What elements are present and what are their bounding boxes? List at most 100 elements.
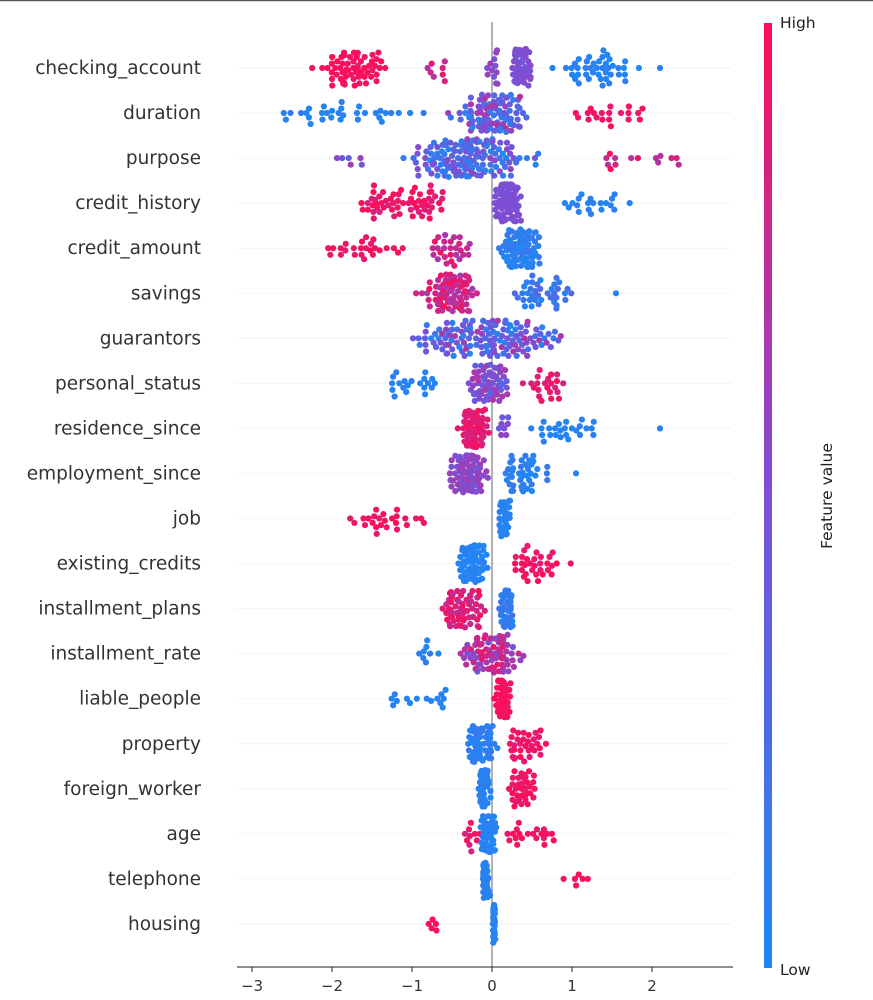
data-point (428, 384, 435, 391)
data-point (634, 155, 642, 162)
data-point (503, 112, 510, 119)
data-point (597, 75, 604, 83)
data-point (504, 661, 511, 668)
data-point (553, 378, 561, 385)
data-point (560, 875, 567, 883)
data-point (485, 780, 492, 787)
data-point (675, 161, 682, 168)
x-tick-label: −3 (241, 977, 263, 995)
data-point (510, 348, 517, 355)
data-point (468, 329, 475, 337)
data-point (561, 200, 569, 207)
data-point (389, 206, 396, 213)
data-point (330, 245, 337, 252)
data-point (467, 325, 474, 332)
data-point (514, 841, 521, 848)
data-point (528, 481, 535, 488)
data-point (535, 242, 542, 250)
data-point (508, 228, 515, 235)
data-point (498, 344, 505, 351)
data-point (534, 281, 541, 288)
data-point (621, 71, 629, 78)
data-point (518, 835, 526, 842)
data-point (429, 245, 436, 252)
colorbar: High Low Feature value (764, 14, 836, 979)
data-point (437, 272, 444, 279)
data-point (599, 116, 606, 123)
data-point (467, 342, 474, 349)
data-point (510, 727, 517, 734)
data-point (448, 483, 455, 490)
data-point (393, 697, 400, 705)
data-point (328, 75, 336, 83)
data-point (563, 418, 570, 425)
feature-label: duration (123, 103, 201, 124)
data-point (452, 603, 459, 610)
data-point (512, 553, 519, 561)
data-point (403, 389, 410, 396)
data-point (585, 75, 592, 83)
data-point (636, 116, 644, 123)
data-point (461, 352, 468, 359)
data-point (527, 335, 534, 342)
data-point (607, 103, 614, 110)
data-point (427, 182, 434, 189)
data-point (486, 741, 493, 748)
data-point (490, 841, 497, 848)
data-point (461, 830, 469, 837)
data-point (523, 114, 530, 121)
data-point (350, 58, 357, 65)
data-point (448, 258, 455, 265)
data-point (504, 253, 511, 260)
data-point (474, 634, 481, 642)
data-point (475, 475, 483, 482)
data-point (388, 109, 395, 117)
data-point (508, 144, 515, 151)
data-point (530, 458, 537, 465)
data-point (548, 371, 555, 378)
data-point (451, 292, 458, 299)
data-point (280, 109, 287, 117)
data-point (390, 702, 397, 709)
data-point (476, 138, 483, 145)
data-point (527, 67, 534, 74)
data-point (430, 251, 437, 258)
data-point (491, 847, 498, 854)
data-point (483, 468, 490, 475)
data-point (509, 487, 517, 494)
data-point (333, 155, 341, 162)
data-point (578, 416, 586, 423)
colorbar-title: Feature value (818, 443, 836, 549)
data-point (490, 112, 497, 119)
data-point (463, 294, 470, 301)
data-point (375, 49, 382, 56)
data-point (529, 292, 536, 299)
data-point (487, 794, 494, 801)
data-point (525, 768, 533, 775)
data-point (590, 418, 597, 425)
data-point (520, 729, 527, 736)
data-points (280, 45, 682, 946)
data-point (479, 440, 486, 447)
data-point (478, 649, 485, 656)
data-point (525, 241, 532, 248)
data-point (353, 109, 361, 117)
data-point (493, 391, 501, 398)
data-point (345, 155, 352, 162)
data-point (575, 195, 582, 202)
data-point (565, 204, 572, 211)
data-point (511, 754, 518, 762)
data-point (547, 431, 554, 439)
data-point (426, 285, 433, 292)
data-point (451, 262, 458, 269)
data-point (430, 73, 437, 80)
data-point (372, 109, 379, 117)
data-point (506, 101, 513, 108)
data-point (441, 253, 448, 261)
data-point (507, 598, 514, 605)
data-point (382, 64, 389, 72)
data-point (447, 251, 454, 258)
data-point (453, 300, 460, 307)
data-point (328, 114, 335, 121)
data-point (480, 367, 487, 374)
